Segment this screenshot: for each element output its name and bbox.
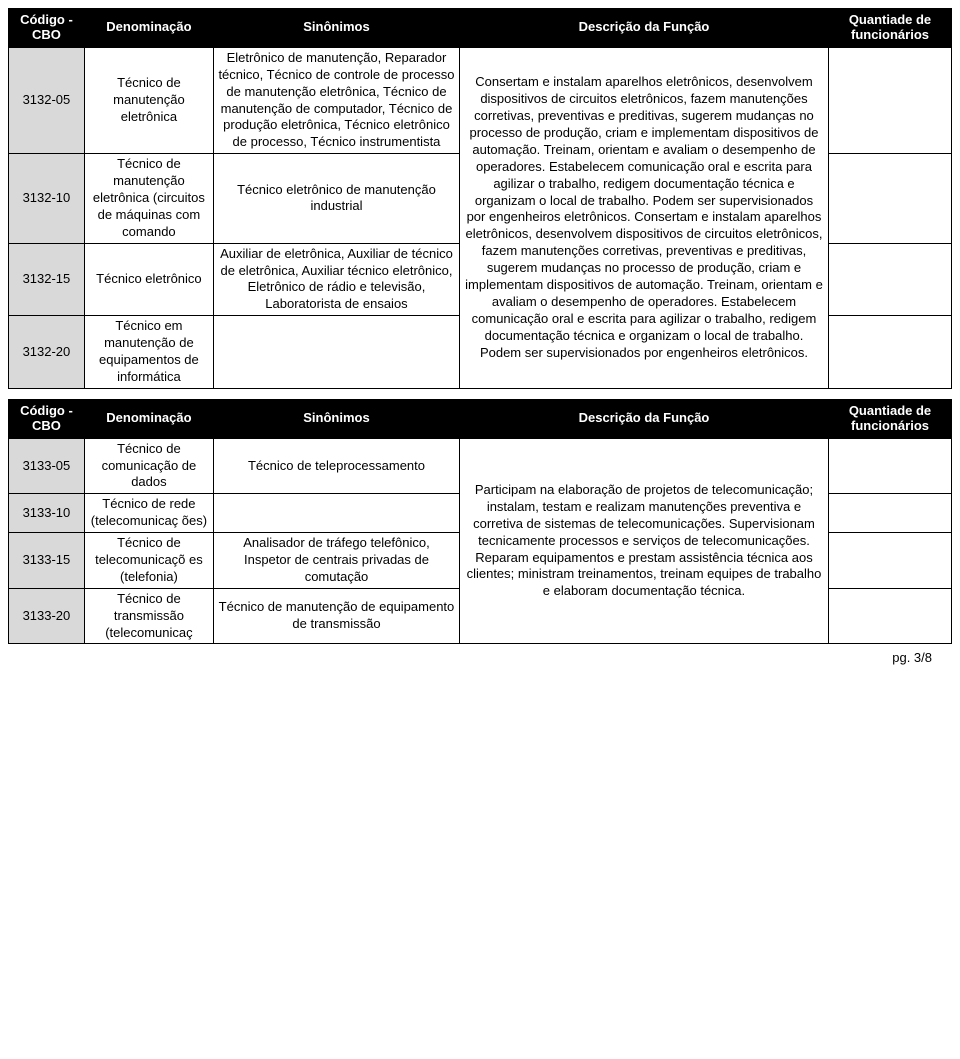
cell-denom: Técnico de telecomunicaçõ es (telefonia)	[84, 533, 213, 589]
th-qty: Quantiade de funcionários	[828, 9, 951, 48]
table-row: 3133-05 Técnico de comunicação de dados …	[9, 438, 952, 494]
cell-qty	[828, 154, 951, 243]
cell-denom: Técnico de comunicação de dados	[84, 438, 213, 494]
cell-denom: Técnico de manutenção eletrônica	[84, 47, 213, 153]
th-denom: Denominação	[84, 9, 213, 48]
table-row: 3132-05 Técnico de manutenção eletrônica…	[9, 47, 952, 153]
th-code: Código - CBO	[9, 399, 85, 438]
th-syn: Sinônimos	[213, 9, 459, 48]
cell-code: 3132-10	[9, 154, 85, 243]
cell-qty	[828, 533, 951, 589]
cell-denom: Técnico de rede (telecomunicaç ões)	[84, 494, 213, 533]
cell-syn: Analisador de tráfego telefônico, Inspet…	[213, 533, 459, 589]
cell-denom: Técnico eletrônico	[84, 243, 213, 316]
cell-code: 3132-05	[9, 47, 85, 153]
cell-qty	[828, 494, 951, 533]
th-desc: Descrição da Função	[459, 399, 828, 438]
cell-desc: Consertam e instalam aparelhos eletrônic…	[459, 47, 828, 388]
cell-denom: Técnico de transmissão (telecomunicaç	[84, 588, 213, 644]
cell-qty	[828, 438, 951, 494]
th-desc: Descrição da Função	[459, 9, 828, 48]
th-denom: Denominação	[84, 399, 213, 438]
cell-syn: Técnico de manutenção de equipamento de …	[213, 588, 459, 644]
cell-code: 3132-15	[9, 243, 85, 316]
cell-qty	[828, 47, 951, 153]
table-header-row: Código - CBO Denominação Sinônimos Descr…	[9, 9, 952, 48]
cell-syn: Técnico de teleprocessamento	[213, 438, 459, 494]
cell-syn: Eletrônico de manutenção, Reparador técn…	[213, 47, 459, 153]
table-header-row: Código - CBO Denominação Sinônimos Descr…	[9, 399, 952, 438]
cell-syn: Auxiliar de eletrônica, Auxiliar de técn…	[213, 243, 459, 316]
cell-code: 3133-15	[9, 533, 85, 589]
th-qty: Quantiade de funcionários	[828, 399, 951, 438]
th-code: Código - CBO	[9, 9, 85, 48]
cell-code: 3132-20	[9, 316, 85, 389]
cell-qty	[828, 316, 951, 389]
cell-syn	[213, 316, 459, 389]
table-3132: Código - CBO Denominação Sinônimos Descr…	[8, 8, 952, 389]
table-3133: Código - CBO Denominação Sinônimos Descr…	[8, 399, 952, 645]
cell-denom: Técnico em manutenção de equipamentos de…	[84, 316, 213, 389]
cell-code: 3133-10	[9, 494, 85, 533]
cell-qty	[828, 243, 951, 316]
cell-code: 3133-05	[9, 438, 85, 494]
cell-denom: Técnico de manutenção eletrônica (circui…	[84, 154, 213, 243]
th-syn: Sinônimos	[213, 399, 459, 438]
cell-qty	[828, 588, 951, 644]
cell-desc: Participam na elaboração de projetos de …	[459, 438, 828, 644]
cell-syn	[213, 494, 459, 533]
page-footer: pg. 3/8	[8, 650, 952, 665]
cell-syn: Técnico eletrônico de manutenção industr…	[213, 154, 459, 243]
cell-code: 3133-20	[9, 588, 85, 644]
